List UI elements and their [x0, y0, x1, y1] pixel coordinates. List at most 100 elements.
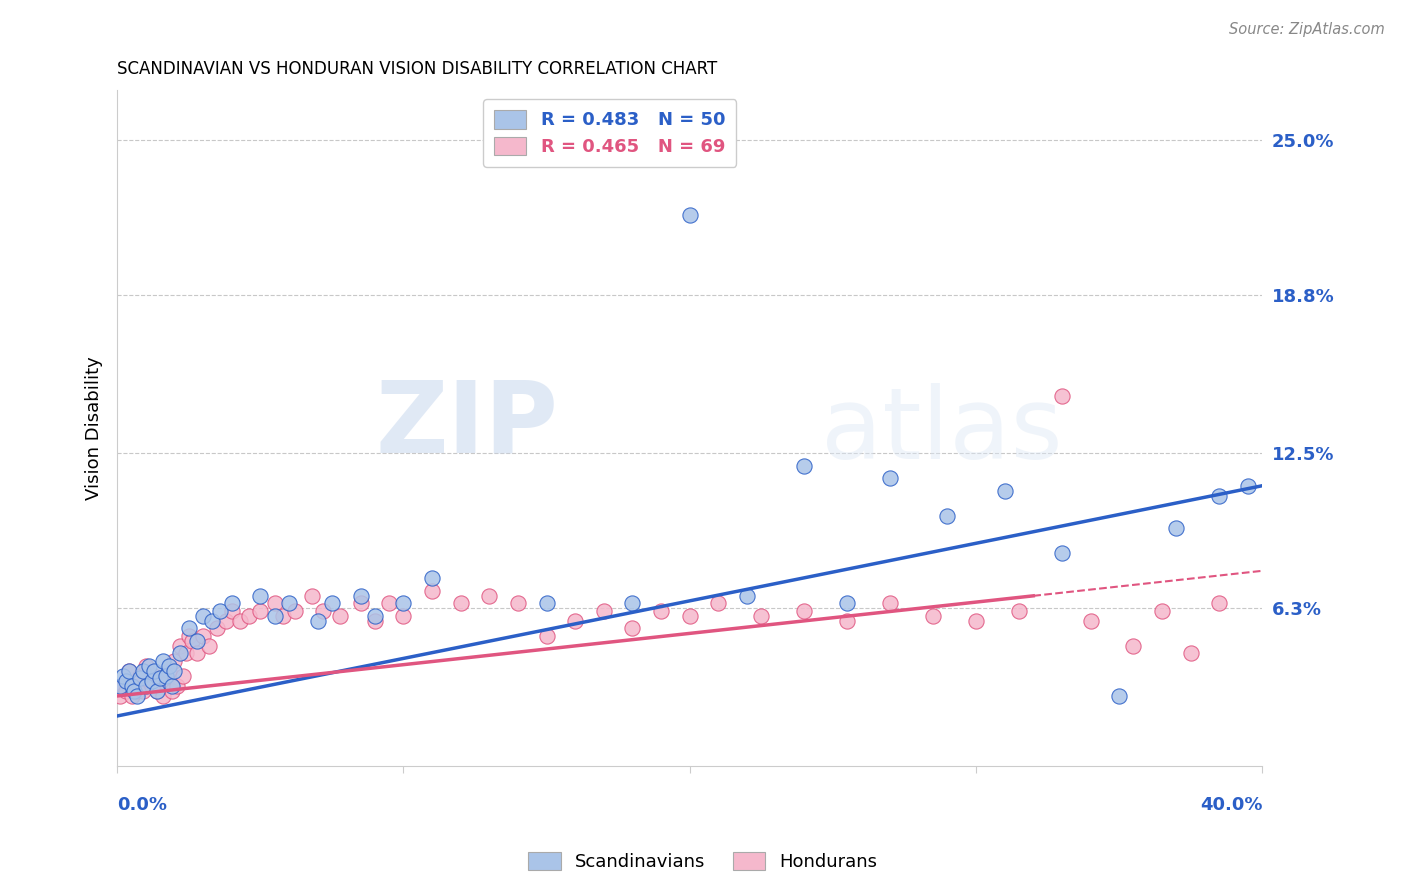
Point [114, 673, 136, 688]
Point [284, 604, 307, 618]
Point [132, 684, 155, 698]
Point [735, 589, 758, 603]
Point [163, 654, 186, 668]
Point [249, 604, 271, 618]
Point [111, 679, 134, 693]
Point [129, 672, 152, 686]
Point [536, 629, 558, 643]
Point [238, 608, 260, 623]
Point [215, 614, 238, 628]
Point [138, 673, 160, 688]
Point [965, 614, 987, 628]
Point [922, 608, 945, 623]
Point [157, 659, 180, 673]
Point [141, 679, 163, 693]
Point [1080, 614, 1102, 628]
Point [169, 639, 191, 653]
Point [349, 596, 371, 610]
Point [221, 604, 243, 618]
Point [155, 676, 177, 690]
Point [111, 669, 134, 683]
Point [793, 604, 815, 618]
Point [121, 689, 143, 703]
Point [108, 689, 131, 703]
Point [160, 684, 183, 698]
Point [157, 664, 180, 678]
Point [191, 629, 214, 643]
Point [506, 596, 529, 610]
Point [141, 673, 163, 688]
Point [249, 589, 271, 603]
Point [117, 664, 139, 678]
Point [1050, 546, 1073, 560]
Point [707, 596, 730, 610]
Point [209, 604, 232, 618]
Point [124, 684, 146, 698]
Point [450, 596, 472, 610]
Text: SCANDINAVIAN VS HONDURAN VISION DISABILITY CORRELATION CHART: SCANDINAVIAN VS HONDURAN VISION DISABILI… [117, 60, 717, 78]
Point [177, 621, 200, 635]
Point [127, 684, 149, 698]
Point [121, 679, 143, 693]
Point [114, 684, 136, 698]
Point [221, 596, 243, 610]
Point [1008, 604, 1031, 618]
Point [650, 604, 672, 618]
Point [229, 614, 252, 628]
Point [1108, 689, 1130, 703]
Point [301, 589, 323, 603]
Point [1152, 604, 1174, 618]
Point [679, 208, 702, 222]
Point [263, 608, 285, 623]
Point [198, 639, 221, 653]
Text: atlas: atlas [821, 383, 1063, 480]
Point [207, 621, 229, 635]
Point [321, 596, 343, 610]
Point [124, 679, 146, 693]
Point [135, 679, 157, 693]
Point [392, 608, 415, 623]
Point [172, 669, 194, 683]
Point [160, 679, 183, 693]
Point [349, 589, 371, 603]
Point [679, 608, 702, 623]
Point [146, 684, 169, 698]
Point [278, 596, 301, 610]
Point [143, 664, 166, 678]
Point [138, 659, 160, 673]
Point [420, 583, 443, 598]
Point [143, 669, 166, 683]
Point [837, 596, 859, 610]
Point [152, 689, 174, 703]
Point [307, 614, 329, 628]
Text: ZIP: ZIP [375, 376, 558, 474]
Point [263, 596, 285, 610]
Point [186, 633, 208, 648]
Point [749, 608, 772, 623]
Point [621, 596, 644, 610]
Point [155, 669, 177, 683]
Text: 40.0%: 40.0% [1199, 796, 1263, 814]
Point [1180, 647, 1202, 661]
Point [146, 684, 169, 698]
Point [163, 664, 186, 678]
Point [478, 589, 501, 603]
Point [149, 672, 172, 686]
Point [592, 604, 614, 618]
Point [793, 458, 815, 473]
Point [364, 614, 387, 628]
Point [536, 596, 558, 610]
Point [378, 596, 401, 610]
Point [191, 608, 214, 623]
Point [186, 647, 208, 661]
Point [166, 679, 188, 693]
Point [1237, 479, 1260, 493]
Point [129, 669, 152, 683]
Legend: Scandinavians, Hondurans: Scandinavians, Hondurans [522, 845, 884, 879]
Point [936, 508, 959, 523]
Point [127, 689, 149, 703]
Point [117, 664, 139, 678]
Point [180, 633, 202, 648]
Point [1208, 596, 1230, 610]
Point [174, 647, 197, 661]
